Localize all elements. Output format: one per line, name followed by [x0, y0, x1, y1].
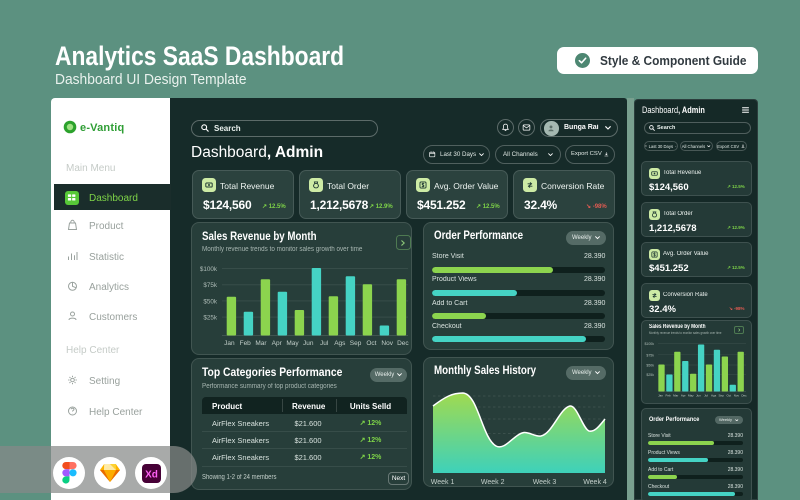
- svg-text:Xd: Xd: [145, 469, 158, 480]
